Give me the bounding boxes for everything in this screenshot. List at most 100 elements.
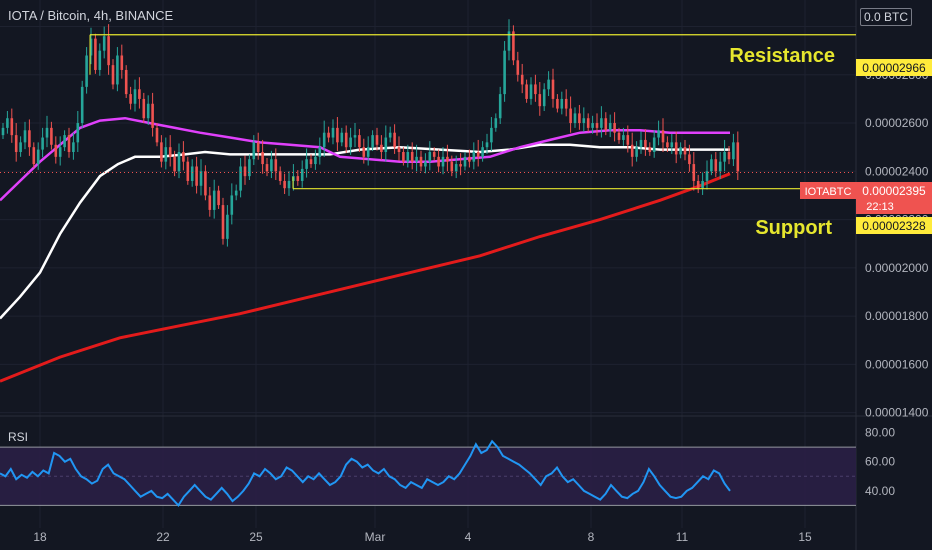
axis-unit-label[interactable]: 0.0 BTC bbox=[859, 8, 912, 26]
candle-body bbox=[450, 161, 454, 172]
candle-body bbox=[353, 135, 357, 138]
candle-body bbox=[28, 130, 31, 148]
candle-body bbox=[107, 36, 110, 66]
candle-body bbox=[459, 164, 462, 167]
candle-body bbox=[622, 135, 625, 140]
candle-body bbox=[19, 142, 22, 153]
candle-body bbox=[45, 127, 49, 138]
rsi-label: RSI bbox=[8, 430, 29, 444]
candle-body bbox=[591, 123, 594, 128]
candle-body bbox=[362, 147, 366, 157]
candle-body bbox=[89, 38, 93, 56]
candle-body bbox=[666, 142, 669, 148]
candle-body bbox=[613, 123, 616, 133]
candle-body bbox=[732, 142, 735, 160]
candle-body bbox=[94, 38, 97, 70]
candle-body bbox=[600, 118, 603, 128]
candle-body bbox=[551, 79, 555, 99]
candle-body bbox=[226, 214, 229, 239]
candle-body bbox=[270, 159, 273, 172]
candle-body bbox=[507, 31, 511, 51]
candle-body bbox=[410, 152, 414, 162]
candle-body bbox=[472, 152, 476, 162]
price-tick-label: 0.00002000 bbox=[865, 261, 929, 275]
candle-body bbox=[177, 152, 181, 172]
candle-body bbox=[714, 159, 718, 172]
candle-body bbox=[446, 156, 449, 162]
candle-body bbox=[195, 166, 198, 186]
candle-body bbox=[494, 118, 498, 128]
price-tick-label: 0.00001600 bbox=[865, 357, 929, 371]
candle-body bbox=[1, 127, 5, 136]
candle-body bbox=[388, 132, 392, 138]
candle-body bbox=[248, 159, 251, 177]
candle-body bbox=[674, 142, 678, 155]
rsi-line bbox=[0, 439, 731, 508]
symbol-tag: IOTABTC bbox=[800, 182, 856, 199]
date-tick-label: Mar bbox=[365, 530, 386, 544]
last-price-tag: 0.00002395 22:13 bbox=[856, 182, 932, 214]
candle-body bbox=[402, 152, 405, 162]
candle-body bbox=[582, 118, 586, 124]
candle-body bbox=[564, 98, 568, 109]
candle-body bbox=[573, 113, 577, 124]
candle-body bbox=[182, 152, 185, 162]
candle-body bbox=[142, 98, 146, 119]
candle-body bbox=[54, 144, 58, 157]
candle-body bbox=[314, 156, 317, 165]
candle-body bbox=[463, 156, 467, 167]
candle-body bbox=[124, 69, 128, 95]
candle-body bbox=[274, 159, 278, 172]
date-tick-label: 15 bbox=[798, 530, 812, 544]
candle-body bbox=[50, 127, 53, 145]
candle-body bbox=[516, 60, 520, 75]
candle-body bbox=[58, 147, 62, 157]
candle-body bbox=[498, 94, 502, 119]
candle-body bbox=[520, 74, 524, 85]
candle-body bbox=[287, 180, 291, 189]
candle-body bbox=[212, 190, 216, 210]
candle-body bbox=[296, 176, 300, 181]
candle-body bbox=[155, 127, 159, 143]
candle-body bbox=[129, 94, 132, 104]
candle-body bbox=[393, 132, 396, 148]
candle-body bbox=[380, 144, 383, 153]
candle-body bbox=[419, 156, 423, 167]
candle-body bbox=[595, 123, 599, 128]
candle-body bbox=[151, 103, 154, 128]
support-price-tag: 0.00002328 bbox=[856, 217, 932, 234]
candle-body bbox=[366, 147, 370, 157]
candle-body bbox=[718, 161, 722, 172]
candle-body bbox=[283, 180, 286, 189]
candle-body bbox=[344, 132, 348, 148]
support-annotation: Support bbox=[755, 217, 832, 239]
candle-body bbox=[243, 166, 247, 177]
candle-body bbox=[560, 98, 564, 109]
candle-body bbox=[340, 132, 344, 143]
candle-body bbox=[397, 147, 401, 153]
candle-body bbox=[661, 130, 665, 143]
candle-body bbox=[696, 180, 700, 189]
candle-body bbox=[10, 118, 14, 136]
candle-body bbox=[32, 147, 36, 165]
candle-body bbox=[199, 171, 203, 186]
candle-body bbox=[701, 180, 704, 189]
candle-body bbox=[371, 135, 374, 148]
candle-body bbox=[85, 55, 88, 87]
candle-body bbox=[534, 84, 537, 95]
candle-body bbox=[98, 50, 102, 70]
candle-body bbox=[234, 190, 238, 196]
candle-body bbox=[547, 79, 550, 90]
candle-body bbox=[485, 142, 489, 148]
candle-body bbox=[261, 152, 264, 165]
price-tick-label: 0.00001800 bbox=[865, 309, 929, 323]
candle-body bbox=[428, 152, 432, 162]
candle-body bbox=[723, 152, 726, 162]
candle-body bbox=[710, 159, 713, 172]
candle-body bbox=[23, 130, 27, 143]
candle-body bbox=[256, 142, 260, 153]
price-tick-label: 0.00001400 bbox=[865, 406, 929, 420]
candle-body bbox=[72, 142, 75, 153]
candle-body bbox=[375, 135, 379, 145]
